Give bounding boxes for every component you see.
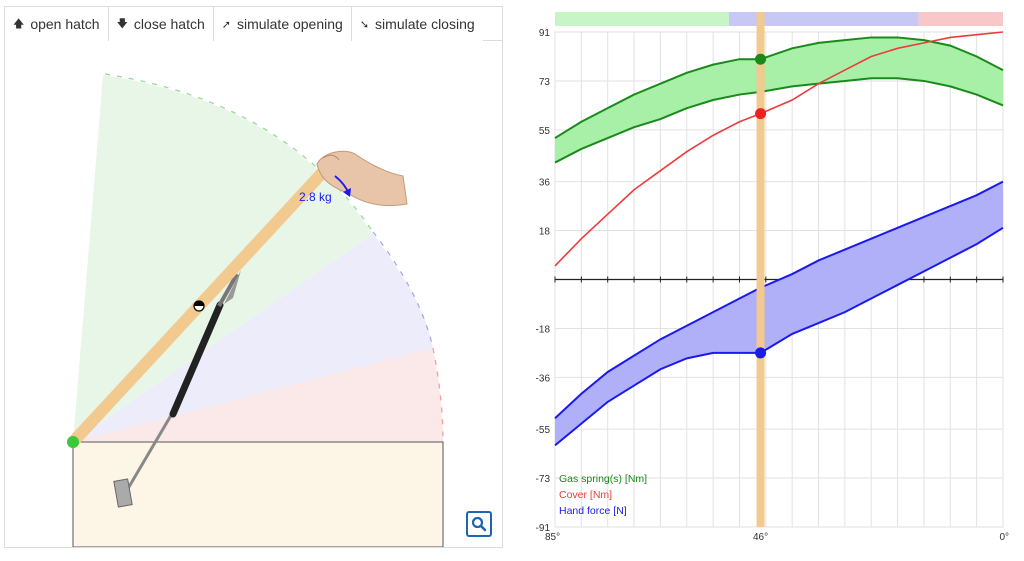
mid-zone: [73, 234, 433, 442]
magnifier-icon: [471, 516, 487, 532]
hand-icon[interactable]: [316, 150, 408, 207]
hand-force-cursor-dot: [755, 347, 767, 359]
phase-bar-segment: [918, 12, 1003, 26]
close-hatch-button[interactable]: 🡇 close hatch: [108, 7, 214, 41]
y-tick-label: 55: [539, 126, 551, 137]
close-hatch-label: close hatch: [133, 16, 205, 32]
hand-force-band-upper-line: [554, 180, 1004, 419]
simulate-closing-label: simulate closing: [375, 16, 475, 32]
x-tick-label: 46°: [753, 532, 768, 543]
gas-spring-cursor-dot: [755, 53, 767, 65]
simulate-opening-button[interactable]: ➚ simulate opening: [213, 7, 352, 41]
y-tick-label: 36: [539, 178, 551, 189]
legend-entry: Cover [Nm]: [559, 489, 612, 501]
gas-spring[interactable]: [113, 270, 241, 508]
arrow-curve-up-icon: ➚: [221, 18, 231, 31]
weight-label: 2.8 kg: [299, 190, 332, 204]
closed-zone: [73, 348, 443, 442]
arrow-down-icon: 🡇: [116, 17, 128, 30]
y-tick-label: 91: [539, 28, 551, 39]
toolbar: 🡅 open hatch 🡇 close hatch ➚ simulate op…: [5, 7, 502, 41]
hand-force-band: [555, 181, 1003, 446]
y-tick-label: 73: [539, 77, 551, 88]
hatch-base: [72, 441, 444, 548]
hand-force-band-lower-line: [554, 226, 1004, 447]
legend-entry: Gas spring(s) [Nm]: [559, 473, 647, 485]
simulate-closing-button[interactable]: ➘ simulate closing: [351, 7, 483, 41]
x-tick-label: 0°: [999, 532, 1009, 543]
hatch-scene: 2.8 kg: [5, 42, 502, 548]
y-tick-label: -18: [536, 324, 551, 335]
center-of-mass-marker: [193, 300, 205, 312]
gas-spring-band: [555, 37, 1003, 163]
cover-line: [554, 31, 1004, 267]
hatch-diagram: 2.8 kg: [67, 73, 444, 548]
open-hatch-label: open hatch: [30, 16, 100, 32]
legend-entry: Hand force [N]: [559, 505, 627, 517]
torque-chart: 91 73 55 36 18 -18 -36 -55 -73 -91 85° 46° 0° Gas spr…: [518, 6, 1018, 554]
y-tick-label: -73: [536, 474, 551, 485]
y-tick-label: -36: [536, 373, 551, 384]
gas-spring-band-upper-line: [554, 36, 1004, 139]
x-tick-label: 85°: [545, 532, 560, 543]
arrow-up-icon: 🡅: [13, 17, 25, 30]
cover-cursor-dot: [755, 108, 767, 120]
opening-zone: [73, 75, 373, 442]
y-tick-label: -91: [536, 523, 551, 534]
y-tick-label: 18: [539, 227, 551, 238]
arrow-curve-down-icon: ➘: [359, 18, 370, 31]
simulate-opening-label: simulate opening: [236, 16, 343, 32]
zoom-button[interactable]: [466, 511, 492, 537]
open-hatch-button[interactable]: 🡅 open hatch: [5, 7, 109, 41]
motion-path-chevrons: [104, 73, 444, 443]
y-tick-label: -55: [536, 425, 551, 436]
phase-bar-segment: [728, 12, 919, 26]
gas-spring-band-lower-line: [554, 77, 1004, 164]
hatch-simulation-panel: 🡅 open hatch 🡇 close hatch ➚ simulate op…: [4, 6, 503, 548]
hinge-point: [67, 436, 79, 448]
phase-bar-segment: [555, 12, 729, 26]
